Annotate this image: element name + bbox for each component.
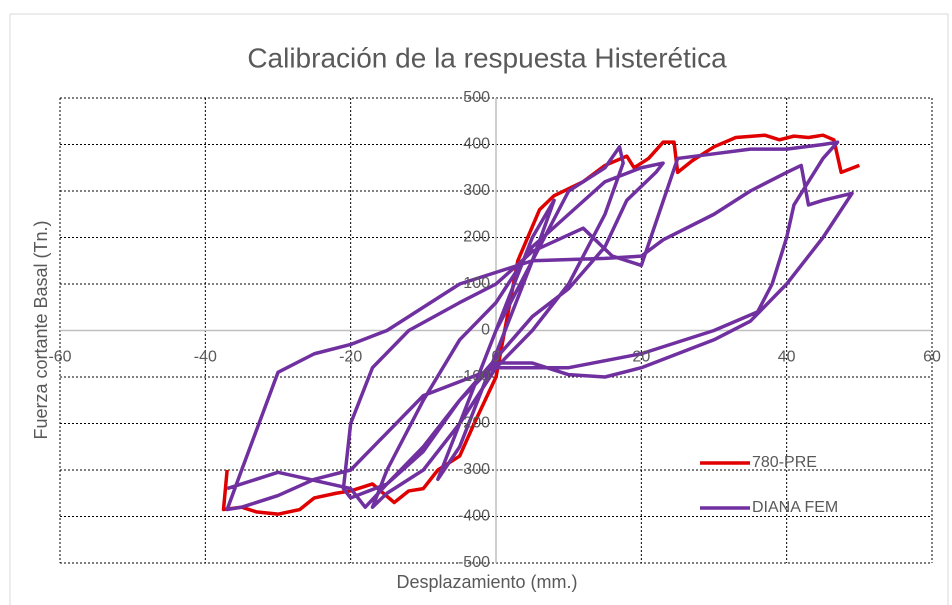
x-tick-label: 0 (492, 349, 501, 366)
tick-labels: -60 -40 -20 0 20 40 60-500-400-300-200-1000100… (48, 89, 941, 571)
series-line (225, 140, 854, 512)
y-tick-label: 0 (481, 322, 490, 339)
x-tick-label: 20 (632, 349, 650, 366)
y-tick-label: -400 (458, 508, 490, 525)
series-line (221, 133, 860, 516)
chart-title: Calibración de la respuesta Histerética (247, 42, 727, 73)
x-tick-label: 40 (778, 349, 796, 366)
y-tick-label: -500 (458, 554, 490, 571)
chart-border (9, 13, 949, 605)
y-tick-label: 200 (463, 229, 490, 246)
y-tick-label: -300 (458, 461, 490, 478)
x-tick-label: -60 (48, 349, 71, 366)
x-tick-label: -20 (339, 349, 362, 366)
y-tick-label: 100 (463, 275, 490, 292)
y-tick-label: -200 (458, 415, 490, 432)
legend: 780-PRE DIANA FEM (700, 454, 838, 516)
x-tick-label: 60 (923, 349, 941, 366)
plot-lines (221, 133, 860, 516)
y-axis-label: Fuerza cortante Basal (Tn.) (31, 220, 51, 439)
x-tick-label: -40 (194, 349, 217, 366)
y-tick-label: 400 (463, 136, 490, 153)
x-axis-label: Desplazamiento (mm.) (396, 572, 577, 592)
y-tick-label: -100 (458, 368, 490, 385)
y-tick-label: 300 (463, 182, 490, 199)
legend-label: 780-PRE (752, 454, 817, 471)
y-tick-label: 500 (463, 89, 490, 106)
legend-label: DIANA FEM (752, 499, 838, 516)
